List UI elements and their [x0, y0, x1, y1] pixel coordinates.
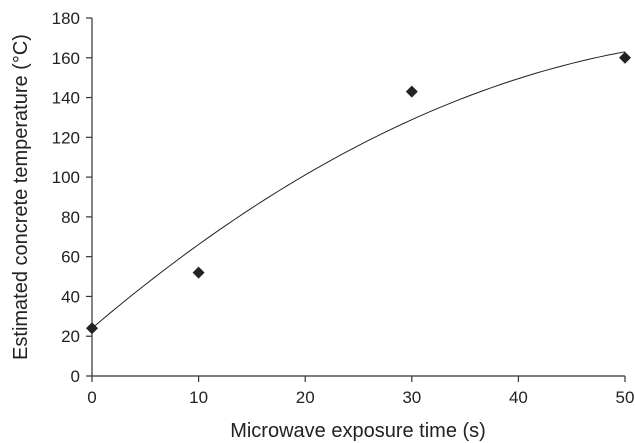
x-tick-label: 40 — [509, 388, 528, 407]
data-point — [405, 85, 418, 98]
x-tick-label: 0 — [87, 388, 96, 407]
x-tick-label: 10 — [189, 388, 208, 407]
x-tick-label: 50 — [616, 388, 635, 407]
data-point — [192, 266, 205, 279]
y-tick-label: 60 — [61, 248, 80, 267]
y-tick-label: 80 — [61, 208, 80, 227]
data-point — [619, 51, 631, 64]
y-tick-label: 140 — [52, 89, 80, 108]
y-tick-label: 0 — [71, 367, 80, 386]
x-axis-title: Microwave exposure time (s) — [230, 420, 486, 442]
data-points — [86, 51, 631, 335]
y-tick-label: 100 — [52, 168, 80, 187]
x-tick-group: 0 10 20 30 40 50 — [87, 376, 634, 407]
x-tick-label: 30 — [402, 388, 421, 407]
y-tick-group: 0 20 40 60 80 100 120 140 160 180 — [52, 9, 92, 386]
axes — [91, 18, 625, 377]
data-point — [86, 322, 98, 335]
y-axis-title: Estimated concrete temperature (°C) — [10, 34, 32, 360]
y-tick-label: 180 — [52, 9, 80, 28]
y-tick-label: 160 — [52, 49, 80, 68]
x-tick-label: 20 — [296, 388, 315, 407]
y-tick-label: 20 — [61, 327, 80, 346]
y-tick-label: 40 — [61, 287, 80, 306]
y-tick-label: 120 — [52, 128, 80, 147]
trendline — [91, 51, 626, 329]
